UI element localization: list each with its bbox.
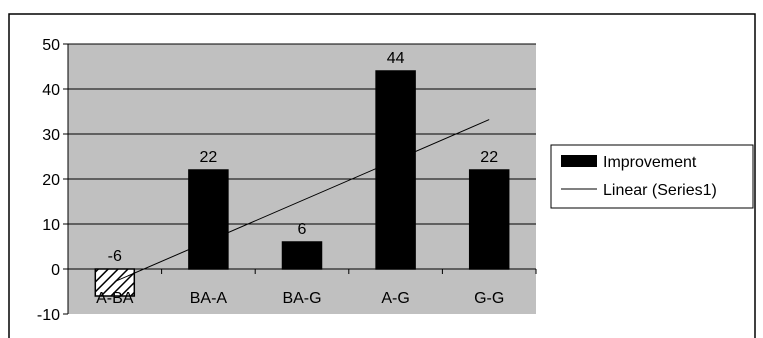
data-label: 22 — [480, 149, 498, 166]
gridlines — [68, 43, 536, 270]
bar-ba-a — [188, 169, 229, 270]
data-label: -6 — [108, 248, 122, 265]
trendline — [114, 119, 490, 283]
x-tick-label: G-G — [474, 290, 504, 307]
data-label: 44 — [387, 50, 405, 67]
bar-a-g — [375, 70, 416, 270]
y-axis: -10 0 10 20 30 40 50 — [37, 37, 69, 324]
y-tick-label: 30 — [42, 127, 60, 144]
bar-a-ba — [94, 268, 136, 297]
y-tick-label: 50 — [42, 37, 60, 54]
y-tick-label: 20 — [42, 172, 60, 189]
x-tick-label: A-G — [381, 290, 409, 307]
legend: Improvement Linear (Series1) — [550, 144, 754, 209]
data-label: 22 — [200, 149, 218, 166]
trendline-group — [114, 119, 490, 283]
data-labels: -6 22 6 44 22 — [108, 50, 499, 265]
bar-g-g — [468, 169, 510, 270]
legend-bar-swatch — [561, 155, 597, 167]
y-tick-label: 10 — [42, 217, 60, 234]
data-label: 6 — [298, 221, 307, 238]
x-tick-label: BA-A — [190, 290, 228, 307]
x-axis: A-BA BA-A BA-G A-G G-G — [67, 268, 537, 307]
y-tick-label: 0 — [51, 262, 60, 279]
legend-label-linear: Linear (Series1) — [603, 182, 717, 199]
y-tick-label: 40 — [42, 82, 60, 99]
bar-ba-g — [281, 241, 323, 270]
x-tick-label: A-BA — [96, 290, 134, 307]
legend-label-improvement: Improvement — [603, 154, 697, 171]
y-tick-label: -10 — [37, 307, 60, 324]
bars — [94, 70, 510, 297]
x-tick-label: BA-G — [282, 290, 321, 307]
